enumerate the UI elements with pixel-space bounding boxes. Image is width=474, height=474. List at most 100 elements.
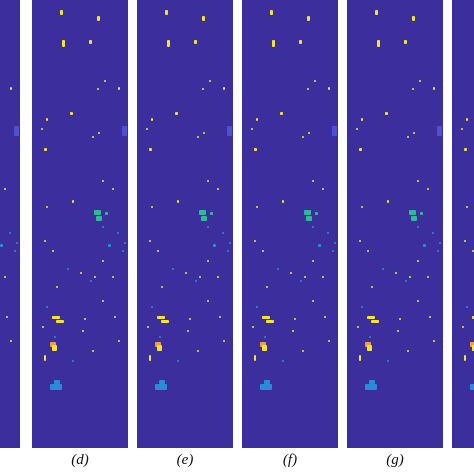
class-region — [367, 316, 375, 319]
class-region — [97, 16, 100, 21]
class-region — [322, 188, 324, 190]
class-region — [167, 40, 170, 47]
class-region — [395, 272, 397, 274]
class-region — [466, 118, 468, 121]
class-region — [417, 180, 419, 182]
class-region — [112, 188, 114, 190]
class-region — [413, 132, 415, 134]
class-region — [207, 300, 209, 302]
class-region — [118, 340, 120, 342]
class-region — [56, 320, 64, 323]
class-region — [312, 260, 314, 262]
class-region — [151, 118, 153, 121]
class-region — [314, 80, 316, 82]
class-region — [464, 148, 467, 151]
class-region — [219, 316, 221, 318]
class-region — [165, 10, 168, 15]
class-region — [462, 326, 464, 328]
class-region — [272, 40, 275, 47]
class-region — [157, 250, 159, 252]
class-region — [157, 345, 162, 351]
class-region — [52, 316, 60, 319]
class-region — [411, 216, 417, 221]
class-region — [92, 350, 94, 352]
class-region — [367, 250, 369, 252]
class-region — [172, 268, 174, 270]
class-region — [312, 300, 314, 302]
class-region — [229, 242, 231, 244]
class-region — [54, 380, 60, 384]
class-region — [359, 148, 362, 151]
class-region — [290, 272, 292, 274]
class-region — [155, 384, 167, 390]
class-region — [97, 88, 99, 90]
class-region — [149, 148, 152, 151]
class-region — [44, 355, 46, 361]
class-region — [399, 318, 401, 320]
class-region — [256, 118, 258, 121]
class-region — [417, 226, 419, 228]
class-region — [464, 240, 466, 242]
class-region — [197, 350, 199, 352]
class-region — [472, 316, 474, 319]
class-region — [70, 112, 73, 115]
class-region — [124, 242, 126, 244]
class-region — [207, 180, 209, 182]
class-region — [207, 260, 209, 262]
class-region — [332, 126, 337, 136]
class-region — [117, 232, 119, 234]
class-region — [318, 244, 321, 247]
class-region — [282, 200, 284, 203]
class-region — [412, 16, 415, 21]
class-region — [307, 88, 309, 90]
class-region — [307, 16, 310, 21]
class-region — [466, 206, 468, 208]
class-region — [122, 126, 127, 136]
class-region — [213, 244, 216, 247]
class-region — [427, 276, 429, 278]
class-region — [433, 87, 435, 90]
class-region — [429, 316, 431, 318]
class-region — [472, 250, 474, 252]
class-region — [67, 268, 69, 270]
class-region — [405, 280, 407, 282]
class-region — [197, 136, 199, 138]
class-region — [260, 342, 266, 347]
class-region — [94, 210, 101, 215]
class-region — [108, 244, 111, 247]
panel-e-map — [137, 0, 233, 448]
class-region — [149, 355, 151, 361]
class-region — [404, 40, 407, 44]
class-region — [407, 136, 409, 138]
class-region — [60, 10, 63, 15]
class-region — [332, 250, 334, 252]
class-region — [466, 306, 468, 308]
class-region — [437, 126, 442, 136]
class-region — [277, 268, 279, 270]
class-region — [328, 340, 330, 342]
class-region — [104, 80, 106, 82]
class-region — [195, 280, 197, 282]
class-region — [105, 212, 108, 215]
class-region — [159, 336, 161, 338]
class-region — [407, 350, 409, 352]
class-region — [292, 330, 294, 332]
caption-g: (g) — [386, 452, 404, 468]
class-region — [361, 118, 363, 121]
class-region — [437, 250, 439, 252]
class-region — [385, 112, 388, 115]
class-region — [9, 232, 11, 234]
class-region — [46, 118, 48, 121]
class-region — [302, 136, 304, 138]
class-region — [227, 250, 229, 252]
class-region — [256, 206, 258, 208]
panel-h-map — [452, 0, 474, 448]
class-region — [264, 380, 270, 384]
class-region — [387, 360, 389, 362]
class-region — [262, 316, 270, 319]
class-region — [377, 40, 380, 47]
class-region — [375, 10, 378, 15]
class-region — [199, 276, 201, 278]
class-region — [223, 87, 225, 90]
class-region — [161, 320, 169, 323]
